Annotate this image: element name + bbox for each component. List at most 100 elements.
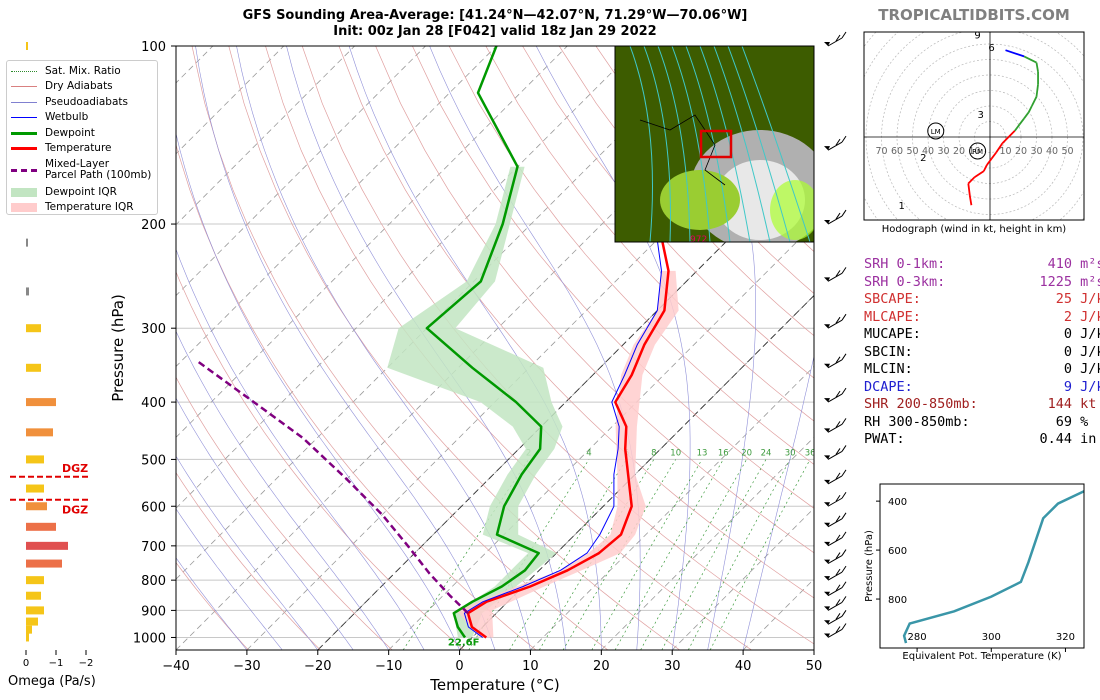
parameter-label: SRH 0-1km: [864,256,946,272]
legend-swatch [11,117,37,118]
theta-e-y-tick-label: 400 [888,497,907,508]
omega-tick-label: −2 [79,658,94,669]
parameter-unit: in [1072,431,1097,447]
hodograph-segment [967,183,971,197]
hodograph-caption: Hodograph (wind in kt, height in km) [881,224,1067,235]
parameter-label: SHR 200-850mb: [864,396,978,412]
legend-swatch [11,168,37,172]
omega-bar [26,606,44,615]
wind-barb [824,581,847,597]
x-tick-label: 20 [593,659,610,674]
isotherm [176,46,285,155]
theta-e-line [902,490,1084,644]
parameter-label: MLCAPE: [864,308,921,325]
x-tick-label: 40 [735,659,752,674]
hodograph-segment [1014,124,1021,132]
y-tick-label: 500 [141,453,166,468]
mixing-ratio-line [640,459,747,650]
omega-bar [26,398,56,407]
mixing-ratio-line [661,459,767,650]
hodograph-ring-label: 40 [1046,146,1058,157]
parameter-unit: J/kg [1080,291,1100,307]
hodograph-segment [1023,111,1030,119]
isotherm [176,46,355,226]
legend-label: Temperature [45,142,112,154]
dry-adiabat [448,46,814,465]
hodograph-ring-label: 60 [891,146,903,157]
theta-e-y-tick-label: 600 [888,546,907,557]
legend-label: Pseudoadiabats [45,95,128,108]
pseudoadiabat [176,248,425,650]
surface-dewpoint-label: 22.6F [448,637,480,648]
parameter-value: 410 [1047,256,1072,272]
omega-bar [26,502,47,511]
dry-adiabat [265,46,752,650]
parameter-value: 0 [1063,361,1072,377]
legend-item: Pseudoadiabats [11,95,128,109]
omega-bar [26,363,41,372]
theta-e-x-tick-label: 280 [908,632,927,643]
parameter-row: MUCAPE: 0 J/kg [864,326,1100,344]
dry-adiabat [595,46,814,294]
parameter-value: 25 [1055,291,1072,307]
isotherm [176,46,568,438]
omega-bar [26,455,44,464]
mixing-ratio-label: 30 [785,448,796,458]
parameter-row: SBCAPE: 25 J/kg [864,291,1100,309]
hodograph-segment [967,176,976,185]
legend-label: Wetbulb [45,111,89,123]
omega-bar [26,324,41,333]
wind-barb [824,353,847,369]
legend: Sat. Mix. Ratio Dry Adiabats Pseudoadiabat… [6,60,158,215]
parameter-label: RH 300-850mb: [864,413,970,430]
parameter-value: 0 [1063,343,1072,360]
brand-watermark: TROPICALTIDBITS.COM [878,6,1070,24]
isotherm [530,365,814,650]
wind-barb [824,209,847,225]
hodograph-segment [1035,84,1039,97]
hodograph-segment [986,158,993,166]
hodograph-ring-label: 40 [922,146,934,157]
hodograph-segment [1031,96,1038,107]
pseudoadiabat [678,46,756,650]
parameter-unit: J/kg [1080,326,1100,342]
wind-barbs [824,31,847,638]
y-tick-label: 200 [141,218,166,233]
omega-bar [26,42,28,50]
parameter-row: PWAT: 0.44 in [864,431,1100,449]
omega-bar [26,576,44,585]
legend-label: Dry Adiabats [45,80,113,92]
hodograph-segment [1023,55,1037,64]
parameter-unit: kt [1072,396,1097,412]
legend-swatch [11,203,37,212]
legend-swatch [11,86,37,87]
hodograph-height-label: 1 [898,201,904,212]
parameter-unit: J/kg [1080,308,1100,325]
legend-label: Dewpoint [45,126,95,139]
omega-tick-label: 0 [23,658,29,669]
isotherm [176,46,426,297]
right-mover-marker [969,142,987,160]
dry-adiabat [176,472,321,650]
hodograph-ring-label: 70 [875,146,887,157]
mixing-ratio-label: 24 [761,448,772,458]
omega-bar [26,617,38,626]
chart-title: GFS Sounding Area-Average: [41.24°N—42.0… [176,8,814,40]
dry-adiabat [176,376,393,650]
y-tick-label: 800 [141,574,166,589]
parameter-unit: m²s⁻² [1080,273,1100,290]
dgz-label: DGZ [62,462,88,475]
y-tick-label: 1000 [133,631,166,646]
legend-item: Dewpoint [11,126,95,140]
wind-barb [824,623,847,638]
hodograph-ring-label: 10 [968,146,980,157]
title-line-2: Init: 00z Jan 28 [F042] valid 18z Jan 29… [333,24,657,39]
dry-adiabat [375,46,814,554]
omega-bar [26,522,56,531]
legend-swatch [11,147,37,150]
parameter-row: MLCAPE: 2 J/kg [864,309,1100,327]
iqr-bands [387,166,679,638]
legend-item: Wetbulb [11,111,88,125]
